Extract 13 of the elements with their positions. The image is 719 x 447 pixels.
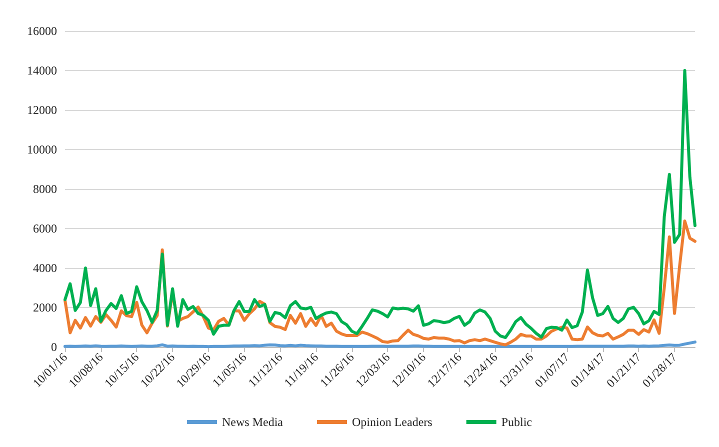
y-tick-label: 16000 xyxy=(27,24,57,38)
legend-label: Opinion Leaders xyxy=(352,415,433,429)
y-tick-label: 6000 xyxy=(33,222,57,236)
legend-label: News Media xyxy=(222,415,284,429)
y-tick-label: 12000 xyxy=(27,103,57,117)
y-tick-label: 0 xyxy=(51,340,57,354)
legend-label: Public xyxy=(501,415,532,429)
line-series xyxy=(64,69,696,340)
y-tick-label: 2000 xyxy=(33,300,57,314)
y-tick-label: 8000 xyxy=(33,182,57,196)
y-tick-label: 14000 xyxy=(27,64,57,78)
y-tick-label: 10000 xyxy=(27,142,57,156)
y-tick-label: 4000 xyxy=(33,261,57,275)
